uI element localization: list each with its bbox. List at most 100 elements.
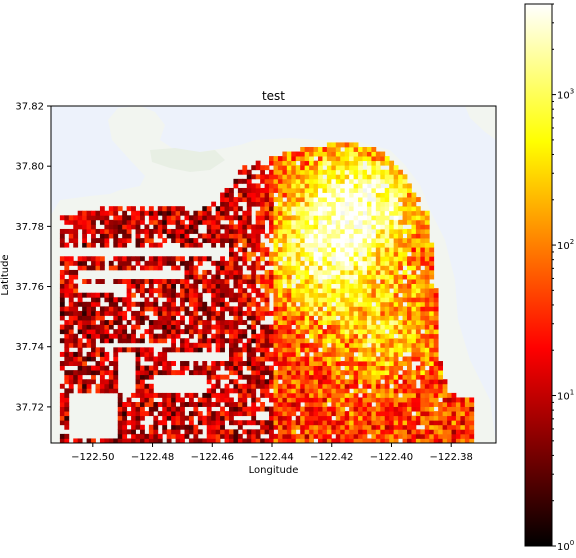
heatmap-cell [157, 242, 163, 248]
heatmap-cell [193, 324, 199, 330]
heatmap-cell [82, 265, 87, 271]
heatmap-cell [295, 169, 301, 175]
heatmap-cell [269, 415, 274, 421]
heatmap-cell [433, 333, 439, 339]
heatmap-cell [313, 238, 319, 244]
heatmap-cell [344, 310, 350, 316]
heatmap-cell [286, 288, 292, 294]
heatmap-cell [340, 242, 346, 248]
heatmap-cell [309, 265, 314, 271]
heatmap-cell [358, 238, 363, 244]
heatmap-cell [286, 201, 292, 207]
heatmap-cell [269, 260, 274, 266]
heatmap-cell [237, 370, 243, 376]
heatmap-cell [108, 301, 114, 307]
heatmap-cell [73, 338, 79, 344]
heatmap-cell [309, 197, 314, 203]
heatmap-cell [407, 347, 412, 353]
heatmap-cell [420, 361, 426, 366]
heatmap-cell [59, 402, 65, 407]
heatmap-cell [407, 279, 412, 284]
heatmap-cell [197, 338, 203, 344]
heatmap-cell [59, 233, 65, 239]
heatmap-cell [126, 215, 132, 221]
heatmap-cell [282, 397, 288, 403]
heatmap-cell [371, 370, 377, 376]
heatmap-cell [206, 320, 212, 325]
heatmap-cell [304, 297, 310, 303]
heatmap-cell [184, 429, 190, 435]
heatmap-cell [108, 370, 114, 376]
heatmap-cell [335, 338, 341, 344]
heatmap-cell [340, 151, 346, 157]
heatmap-cell [362, 151, 368, 157]
heatmap-cell [389, 238, 395, 244]
heatmap-cell [286, 174, 292, 180]
heatmap-cell [229, 306, 234, 312]
heatmap-cell [162, 415, 168, 421]
heatmap-cell [326, 365, 332, 371]
heatmap-cell [300, 370, 306, 376]
y-tick-label: 37.82 [15, 102, 44, 113]
heatmap-cell [255, 361, 261, 366]
heatmap-cell [331, 279, 337, 284]
heatmap-cell [166, 215, 172, 221]
heatmap-cell [384, 356, 390, 362]
heatmap-cell [380, 415, 386, 421]
heatmap-cell [211, 233, 217, 239]
heatmap-cell [402, 361, 408, 366]
heatmap-cell [393, 438, 399, 443]
heatmap-cell [420, 433, 426, 439]
heatmap-cell [300, 379, 306, 385]
heatmap-cell [358, 215, 363, 221]
heatmap-cell [380, 333, 386, 339]
heatmap-cell [246, 210, 252, 216]
heatmap-cell [273, 265, 279, 271]
heatmap-cell [286, 292, 292, 298]
heatmap-cell [375, 192, 381, 198]
heatmap-cell [344, 242, 350, 248]
heatmap-cell [366, 174, 372, 180]
heatmap-cell [318, 310, 323, 316]
heatmap-cell [113, 374, 119, 380]
heatmap-cell [82, 370, 87, 376]
heatmap-cell [215, 269, 221, 275]
heatmap-cell [171, 406, 176, 412]
heatmap-cell [420, 315, 426, 321]
heatmap-cell [415, 283, 421, 289]
heatmap-cell [429, 415, 435, 421]
heatmap-cell [282, 201, 288, 207]
heatmap-cell [380, 260, 386, 266]
heatmap-cell [353, 297, 359, 303]
heatmap-cell [242, 329, 248, 335]
heatmap-cell [113, 215, 119, 221]
heatmap-cell [220, 269, 225, 275]
heatmap-cell [407, 379, 412, 385]
heatmap-cell [322, 361, 328, 366]
heatmap-cell [300, 415, 306, 421]
heatmap-cell [429, 420, 435, 426]
heatmap-cell [91, 292, 96, 298]
heatmap-cell [202, 283, 208, 289]
heatmap-cell [402, 333, 408, 339]
heatmap-cell [162, 324, 168, 330]
heatmap-cell [77, 310, 83, 316]
heatmap-cell [322, 329, 328, 335]
heatmap-cell [108, 306, 114, 312]
heatmap-cell [260, 429, 265, 435]
heatmap-cell [286, 351, 292, 357]
heatmap-cell [251, 260, 257, 266]
heatmap-cell [322, 402, 328, 407]
heatmap-cell [389, 306, 395, 312]
heatmap-cell [264, 338, 270, 344]
heatmap-cell [140, 279, 145, 284]
heatmap-cell [411, 347, 417, 353]
heatmap-cell [99, 333, 105, 339]
heatmap-cell [260, 310, 265, 316]
heatmap-cell [68, 238, 74, 244]
heatmap-cell [246, 251, 252, 257]
heatmap-cell [188, 283, 194, 289]
heatmap-cell [402, 288, 408, 294]
heatmap-cell [269, 224, 274, 230]
heatmap-cell [282, 356, 288, 362]
